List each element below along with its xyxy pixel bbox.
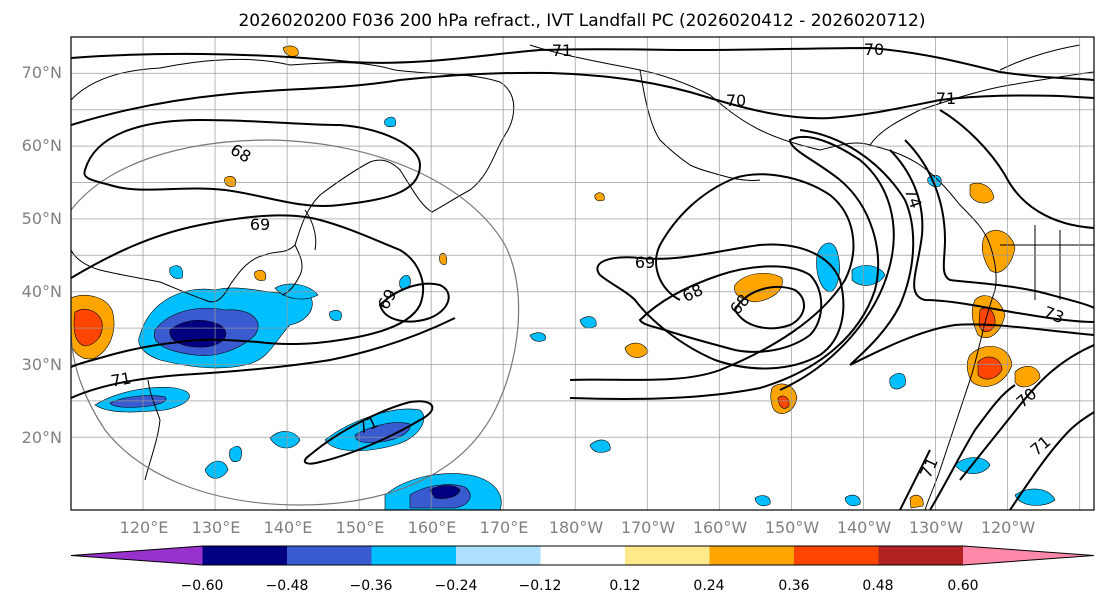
refractivity-contours [71,46,1094,510]
lon-label: 150°E [336,518,385,537]
colorbar-segment [456,546,541,565]
colorbar [70,545,1095,566]
contour-label: 71 [552,41,572,60]
colorbar-tick-label: −0.24 [435,578,478,594]
colorbar-segment [371,546,457,565]
colorbar-tick-labels: −0.60 −0.48 −0.36 −0.24 −0.12 0.12 0.24 … [181,578,979,594]
lat-label: 20°N [22,428,62,447]
graticule [71,37,1094,510]
colorbar-segment [709,546,795,565]
lat-label: 40°N [22,282,62,301]
latitude-labels: 20°N 30°N 40°N 50°N 60°N 70°N [22,63,62,447]
map-panel [71,37,1094,510]
lon-label: 130°W [909,518,964,537]
colorbar-tick-label: 0.12 [609,578,640,594]
colorbar-tick-label: −0.12 [519,578,562,594]
colorbar-tick-label: 0.24 [693,578,724,594]
lon-label: 140°W [837,518,892,537]
colorbar-segment [540,546,626,565]
contour-label: 71 [936,89,956,108]
contour-label: 71 [109,368,132,390]
lon-label: 170°E [480,518,529,537]
colorbar-segment [625,546,710,565]
contour-label: 70 [726,91,746,110]
contour-label: 70 [864,40,884,59]
lat-label: 50°N [22,209,62,228]
colorbar-segment [878,546,964,565]
lon-label: 150°W [765,518,820,537]
colorbar-tick-label: −0.36 [350,578,393,594]
contour-label: 69 [250,215,270,234]
map-frame [70,36,1095,511]
lat-label: 70°N [22,63,62,82]
lon-label: 130°E [192,518,241,537]
lat-label: 60°N [22,136,62,155]
longitude-labels: 120°E 130°E 140°E 150°E 160°E 170°E 180°… [120,518,1036,537]
lon-label: 180°W [549,518,604,537]
lon-label: 140°E [264,518,313,537]
colorbar-segment [287,546,372,565]
colorbar-tick-label: 0.60 [947,578,978,594]
colorbar-segment [202,546,288,565]
coastlines [71,44,1094,510]
map-title: 2026020200 F036 200 hPa refract., IVT La… [238,11,925,31]
lon-label: 120°W [981,518,1036,537]
colorbar-tick-label: −0.60 [181,578,224,594]
colorbar-extend-high [963,546,1094,565]
colorbar-tick-label: 0.36 [778,578,809,594]
lon-label: 160°E [408,518,457,537]
colorbar-outline [70,545,1095,566]
map-content: 71 70 70 71 68 69 69 69 68 68 74 73 71 7… [71,37,1094,510]
contour-label: 69 [635,253,655,272]
colorbar-tick-label: −0.48 [266,578,309,594]
distance-circle [71,139,520,506]
lon-label: 120°E [120,518,169,537]
colorbar-tick-label: 0.48 [862,578,893,594]
colorbar-extend-low [71,546,203,565]
lon-label: 160°W [693,518,748,537]
colorbar-segment [794,546,879,565]
lon-label: 170°W [621,518,676,537]
lat-label: 30°N [22,355,62,374]
